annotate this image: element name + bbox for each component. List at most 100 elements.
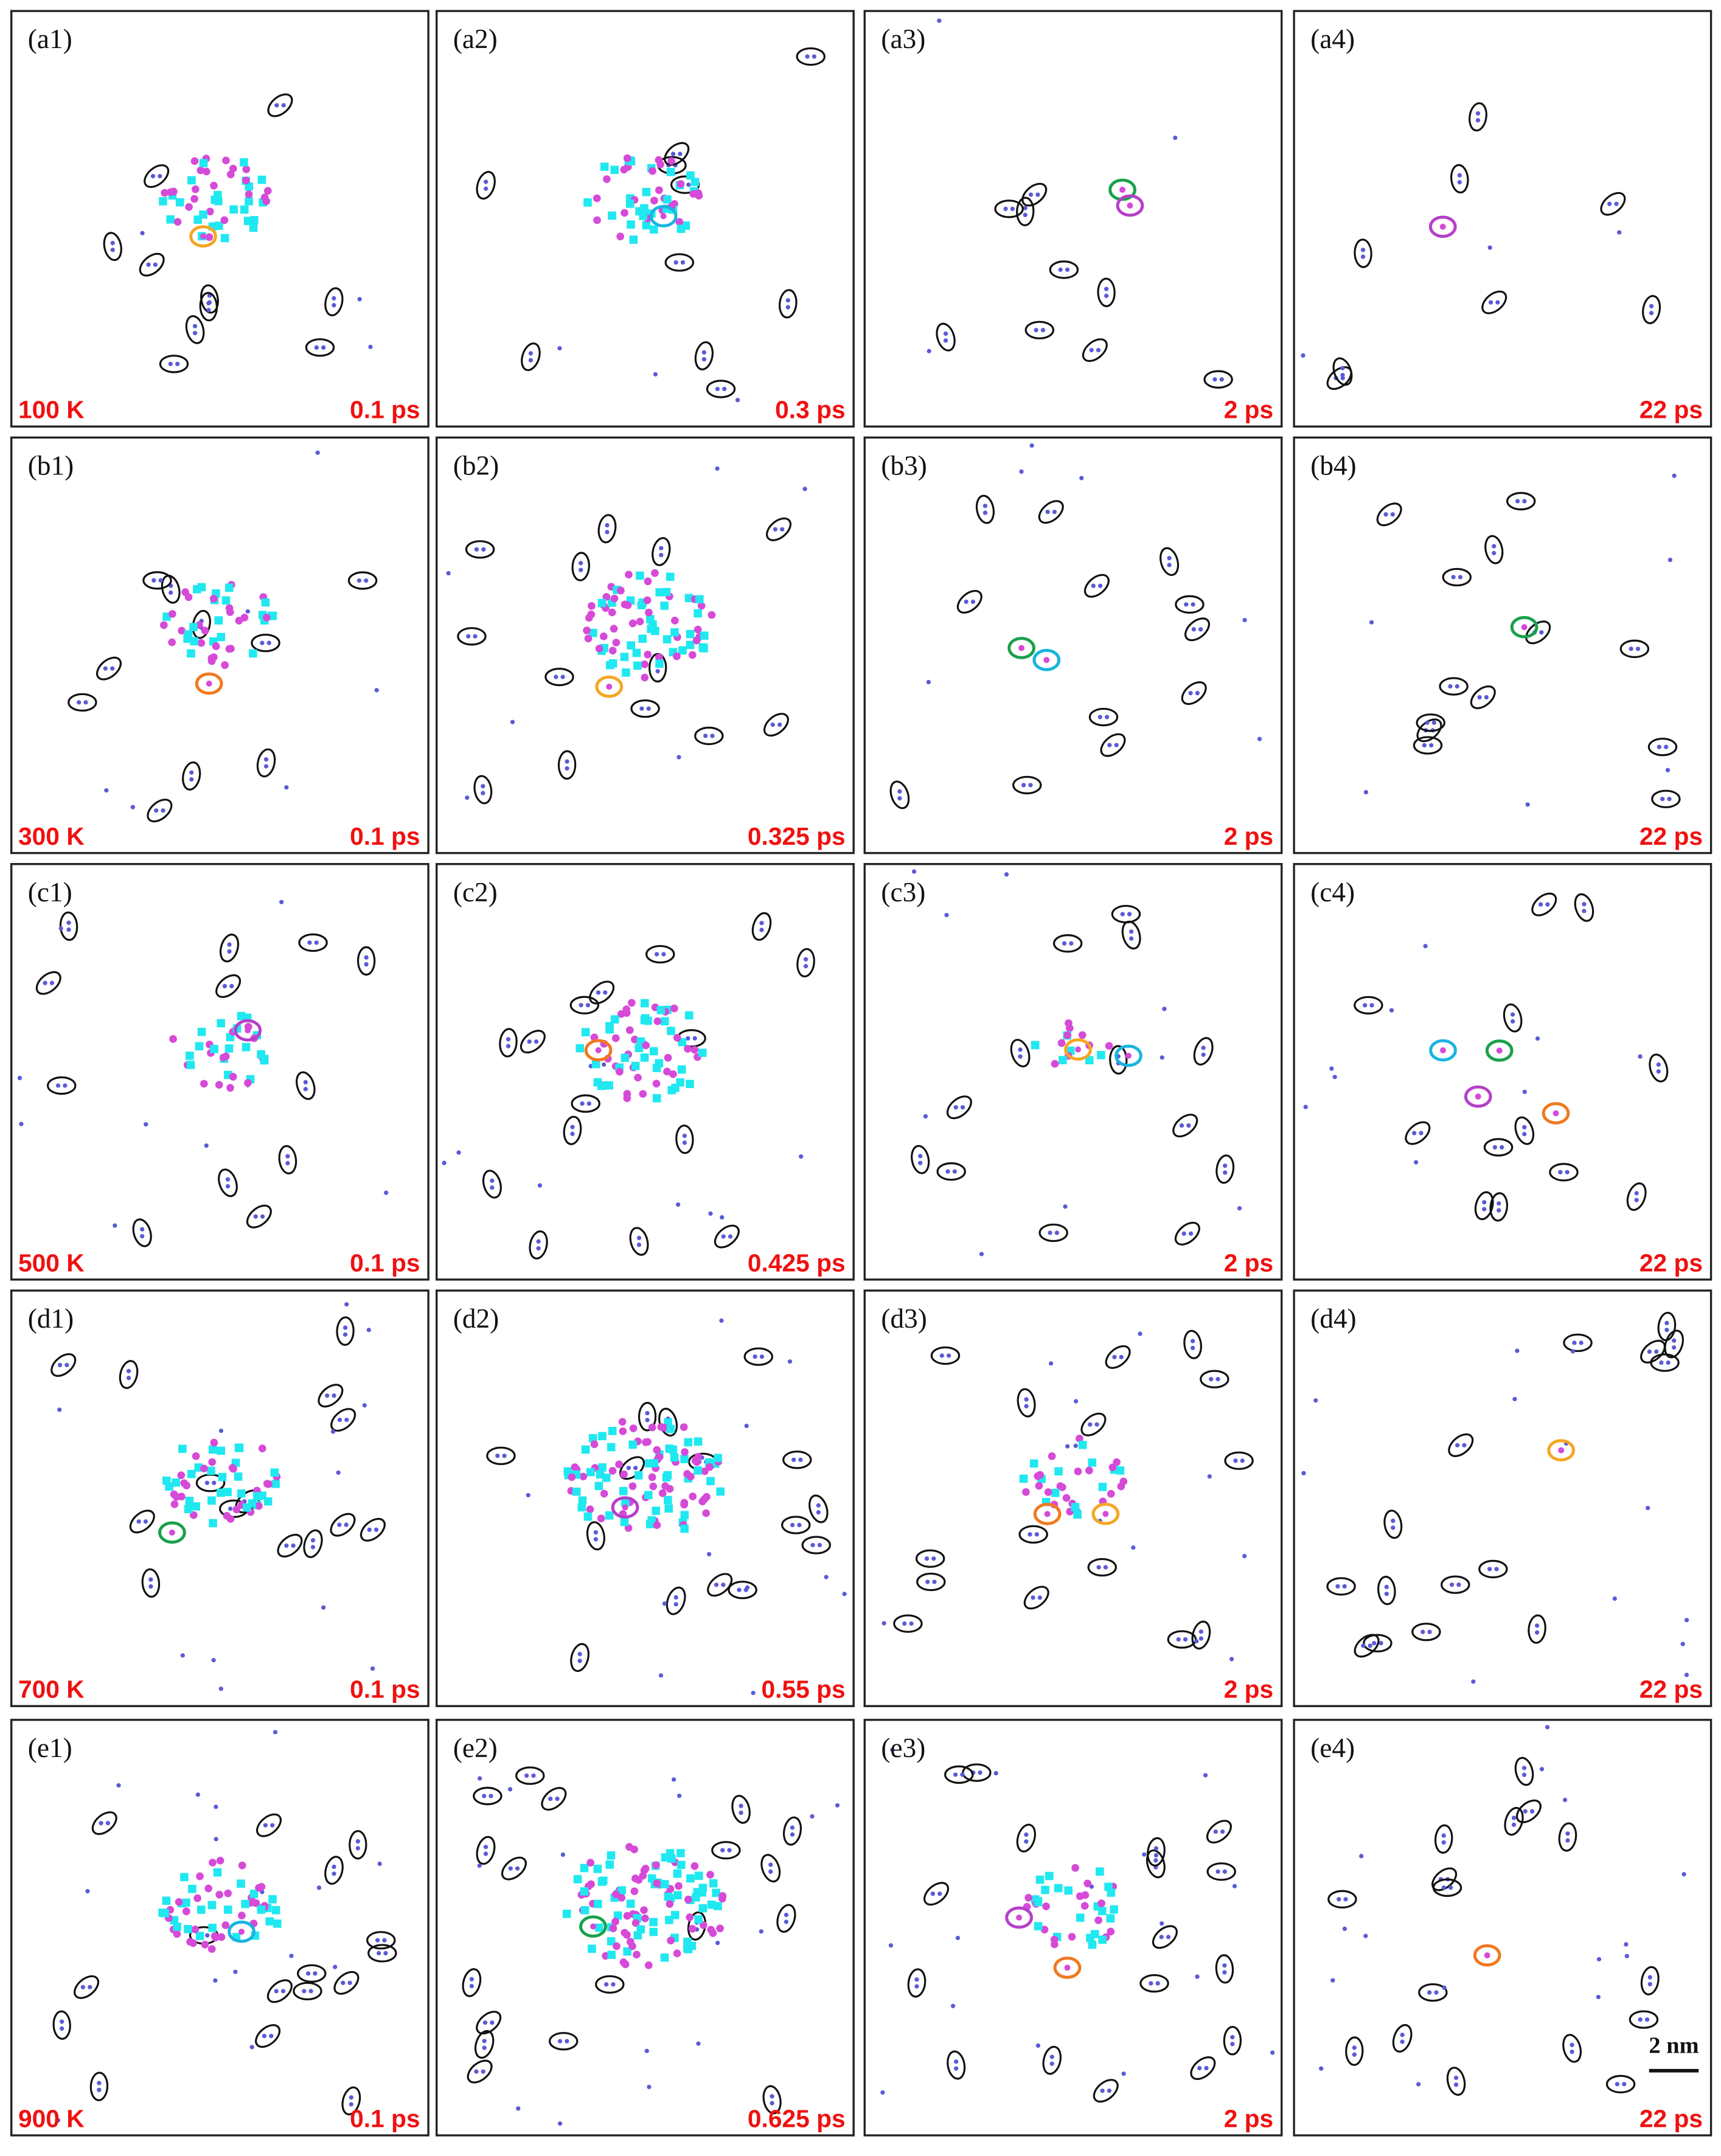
atom bbox=[890, 1747, 895, 1752]
atom-ring bbox=[1411, 1623, 1441, 1641]
atom bbox=[570, 1125, 575, 1129]
atom bbox=[1558, 1170, 1563, 1174]
atom bbox=[1237, 1206, 1242, 1211]
cluster-site bbox=[207, 1466, 215, 1475]
atom bbox=[321, 1605, 326, 1610]
cluster-atom bbox=[595, 645, 603, 653]
atom bbox=[136, 1519, 141, 1524]
cluster-site bbox=[676, 1849, 685, 1857]
cluster-atom bbox=[648, 167, 656, 175]
atom bbox=[1065, 1444, 1070, 1449]
cluster-site bbox=[652, 1506, 661, 1515]
atom bbox=[377, 1950, 381, 1956]
cluster-atom bbox=[1074, 1468, 1082, 1475]
cluster-atom bbox=[617, 586, 625, 595]
atom bbox=[1201, 1045, 1206, 1050]
cluster-atom bbox=[640, 1867, 648, 1874]
atom bbox=[1191, 627, 1196, 632]
cluster-site bbox=[676, 224, 686, 233]
atom bbox=[130, 805, 135, 809]
cluster-site bbox=[178, 1444, 187, 1453]
cluster-atom bbox=[650, 196, 658, 205]
atom bbox=[953, 1772, 958, 1777]
atom bbox=[785, 298, 790, 303]
cluster-atom bbox=[718, 1894, 726, 1903]
cluster-atom bbox=[200, 1464, 208, 1472]
atom bbox=[1088, 1422, 1093, 1427]
atom bbox=[645, 1418, 650, 1423]
atom-ring bbox=[324, 287, 344, 317]
atom bbox=[596, 990, 601, 995]
atom-ring bbox=[215, 974, 242, 998]
cluster-site bbox=[249, 223, 258, 232]
cluster-atom bbox=[1056, 1482, 1065, 1490]
atom bbox=[1471, 1679, 1476, 1684]
cluster-site bbox=[589, 628, 597, 637]
cluster-atom bbox=[1113, 1458, 1121, 1466]
atom bbox=[1363, 1003, 1368, 1008]
cluster-atom bbox=[694, 189, 703, 198]
atom bbox=[528, 351, 534, 356]
atom-ring bbox=[889, 780, 910, 809]
cluster-site bbox=[562, 1910, 571, 1918]
cluster-atom bbox=[571, 1463, 579, 1471]
atom bbox=[1222, 1970, 1227, 1975]
panel: (c1)500 K 0.1 ps bbox=[10, 863, 429, 1281]
atom-ring bbox=[1082, 338, 1108, 362]
time-label: 22 ps bbox=[1639, 396, 1703, 424]
atom-ring bbox=[714, 1224, 740, 1249]
atom bbox=[1160, 1921, 1164, 1926]
atom-ring bbox=[1531, 892, 1557, 917]
atom-ring bbox=[521, 342, 541, 372]
cluster-site bbox=[620, 1517, 629, 1527]
atom-ring bbox=[1146, 1849, 1166, 1879]
panel-label: (a3) bbox=[881, 24, 925, 54]
atom bbox=[932, 1579, 937, 1584]
cluster-site bbox=[676, 1078, 684, 1087]
atom bbox=[993, 1771, 998, 1776]
highlight-ring bbox=[195, 672, 223, 695]
atom-ring bbox=[298, 933, 328, 952]
cluster-atom bbox=[643, 596, 652, 605]
cluster-atom bbox=[708, 611, 716, 619]
atom bbox=[918, 1154, 923, 1159]
atom-ring bbox=[1193, 1037, 1214, 1066]
atom bbox=[1029, 443, 1034, 448]
atom bbox=[482, 1794, 487, 1798]
atom bbox=[1384, 1592, 1389, 1596]
cluster-atom bbox=[628, 999, 636, 1007]
atom bbox=[270, 1823, 275, 1828]
atom bbox=[1023, 212, 1027, 218]
atom bbox=[370, 1666, 375, 1671]
atom bbox=[382, 1938, 387, 1943]
cluster-atom bbox=[641, 673, 649, 682]
cluster-atom bbox=[603, 175, 611, 183]
cluster-atom bbox=[221, 661, 229, 669]
atom-ring bbox=[1642, 295, 1661, 325]
cluster-atom bbox=[644, 650, 652, 659]
cluster-site bbox=[591, 1059, 600, 1069]
cluster-atom bbox=[634, 1073, 642, 1082]
cluster-atom bbox=[700, 1495, 709, 1503]
atom bbox=[1230, 2042, 1235, 2047]
atom-ring bbox=[341, 2086, 361, 2116]
atom-ring bbox=[465, 540, 495, 559]
atom bbox=[1458, 575, 1463, 580]
cluster-atom bbox=[225, 645, 234, 653]
cluster-atom bbox=[673, 652, 681, 660]
cluster-site bbox=[257, 175, 266, 184]
atom bbox=[1184, 602, 1189, 607]
cluster-site bbox=[1041, 1885, 1049, 1894]
atom bbox=[803, 964, 808, 969]
atom bbox=[560, 1852, 565, 1857]
atom-ring bbox=[1332, 357, 1353, 386]
atom bbox=[344, 1522, 349, 1527]
cluster-atom bbox=[263, 614, 271, 622]
cluster-site bbox=[199, 210, 207, 219]
atom bbox=[1624, 1942, 1629, 1947]
panel-frame bbox=[10, 1289, 429, 1707]
cluster-atom bbox=[689, 1492, 697, 1500]
atom bbox=[1360, 248, 1366, 252]
atom bbox=[66, 927, 71, 932]
atom bbox=[1361, 1643, 1366, 1648]
